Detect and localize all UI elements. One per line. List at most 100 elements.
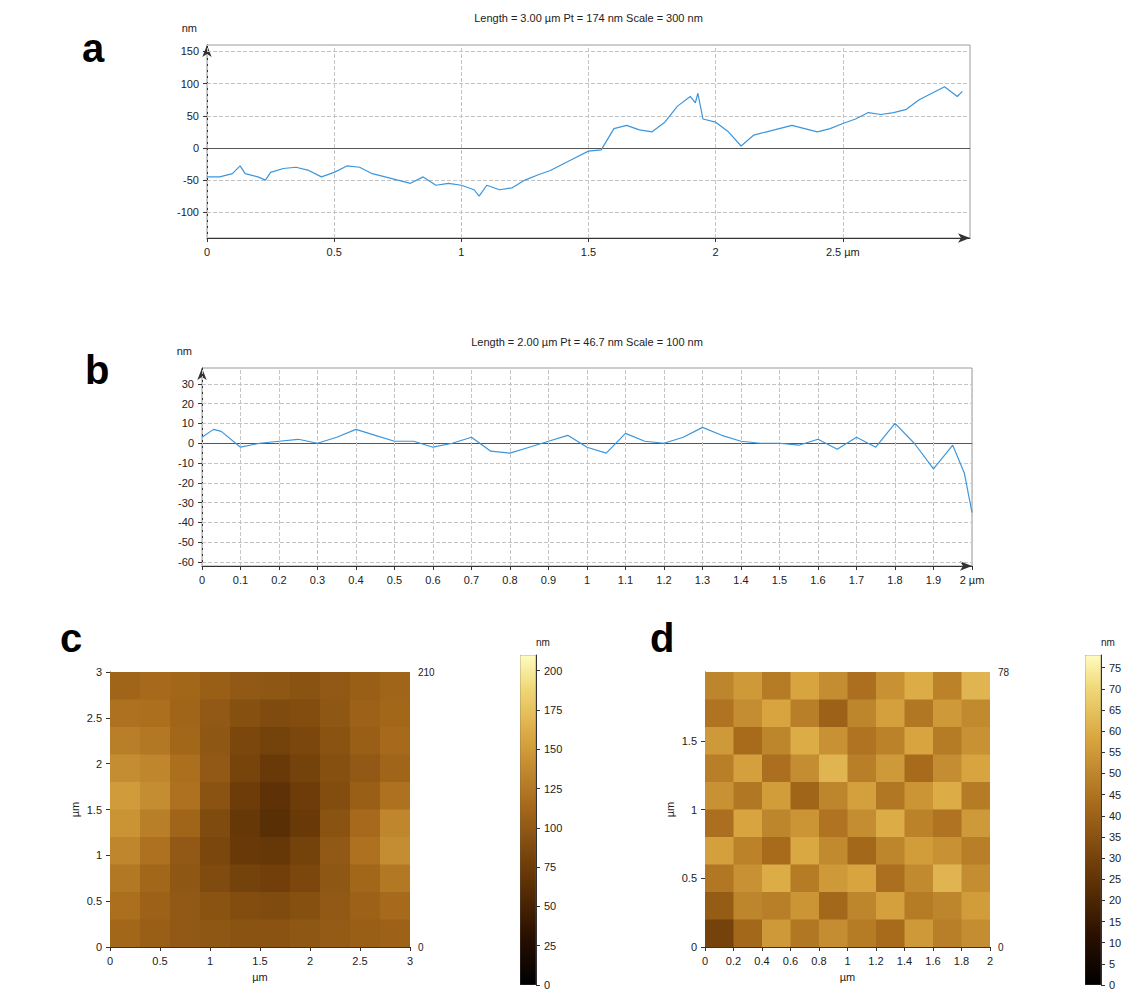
svg-text:2.5: 2.5 [352, 955, 367, 967]
svg-text:1.4: 1.4 [733, 574, 748, 586]
svg-text:-10: -10 [178, 457, 194, 469]
svg-text:50: 50 [187, 110, 199, 122]
svg-text:1: 1 [458, 246, 464, 258]
svg-text:65: 65 [1109, 704, 1121, 716]
svg-text:1.1: 1.1 [618, 574, 633, 586]
svg-text:210: 210 [418, 667, 435, 678]
svg-text:2 µm: 2 µm [960, 574, 985, 586]
svg-text:0.5: 0.5 [327, 246, 342, 258]
svg-text:-30: -30 [178, 497, 194, 509]
svg-text:0.4: 0.4 [754, 955, 769, 967]
svg-text:-50: -50 [178, 536, 194, 548]
svg-text:-60: -60 [178, 556, 194, 568]
svg-text:0.6: 0.6 [783, 955, 798, 967]
svg-text:1.8: 1.8 [887, 574, 902, 586]
svg-text:a: a [82, 26, 105, 70]
svg-text:70: 70 [1109, 683, 1121, 695]
svg-text:0: 0 [998, 942, 1004, 953]
svg-text:0.9: 0.9 [541, 574, 556, 586]
svg-text:0: 0 [702, 955, 708, 967]
svg-text:75: 75 [1109, 662, 1121, 674]
svg-text:0.5: 0.5 [152, 955, 167, 967]
svg-text:1.7: 1.7 [849, 574, 864, 586]
svg-text:-40: -40 [178, 516, 194, 528]
svg-text:60: 60 [1109, 725, 1121, 737]
svg-text:0.8: 0.8 [811, 955, 826, 967]
svg-text:10: 10 [1109, 937, 1121, 949]
svg-text:100: 100 [544, 822, 562, 834]
svg-text:nm: nm [182, 22, 197, 34]
svg-text:0: 0 [544, 979, 550, 991]
svg-text:-100: -100 [177, 206, 199, 218]
svg-text:0.5: 0.5 [682, 872, 697, 884]
svg-text:Length = 2.00 µm Pt = 46.7 nm: Length = 2.00 µm Pt = 46.7 nm Scale = 10… [471, 336, 703, 348]
svg-text:1.9: 1.9 [926, 574, 941, 586]
svg-text:1: 1 [691, 804, 697, 816]
svg-text:15: 15 [1109, 916, 1121, 928]
svg-text:2: 2 [987, 955, 993, 967]
svg-text:µm: µm [840, 971, 856, 983]
svg-text:0.4: 0.4 [348, 574, 363, 586]
svg-text:1.8: 1.8 [954, 955, 969, 967]
svg-text:30: 30 [182, 378, 194, 390]
svg-text:1.5: 1.5 [87, 804, 102, 816]
svg-text:150: 150 [544, 743, 562, 755]
svg-text:5: 5 [1109, 958, 1115, 970]
svg-text:0: 0 [204, 246, 210, 258]
svg-text:1: 1 [96, 849, 102, 861]
svg-text:1: 1 [844, 955, 850, 967]
svg-text:0.1: 0.1 [233, 574, 248, 586]
svg-text:1.2: 1.2 [656, 574, 671, 586]
svg-text:0: 0 [193, 142, 199, 154]
svg-text:2: 2 [96, 758, 102, 770]
svg-text:1.4: 1.4 [897, 955, 912, 967]
svg-text:40: 40 [1109, 810, 1121, 822]
svg-text:0: 0 [1109, 979, 1115, 991]
svg-text:0.5: 0.5 [87, 895, 102, 907]
svg-text:b: b [85, 348, 109, 392]
svg-text:125: 125 [544, 783, 562, 795]
svg-text:1.5: 1.5 [682, 735, 697, 747]
svg-text:0.7: 0.7 [464, 574, 479, 586]
svg-text:3: 3 [96, 666, 102, 678]
svg-text:0.2: 0.2 [726, 955, 741, 967]
svg-text:0.3: 0.3 [310, 574, 325, 586]
svg-text:75: 75 [544, 861, 556, 873]
svg-text:100: 100 [181, 78, 199, 90]
svg-text:1.6: 1.6 [925, 955, 940, 967]
svg-text:0: 0 [418, 942, 424, 953]
svg-text:-20: -20 [178, 477, 194, 489]
svg-text:2.5: 2.5 [87, 712, 102, 724]
svg-text:1.5: 1.5 [581, 246, 596, 258]
svg-text:2.5 µm: 2.5 µm [826, 246, 860, 258]
svg-text:1.5: 1.5 [252, 955, 267, 967]
svg-text:78: 78 [998, 667, 1010, 678]
svg-text:10: 10 [182, 417, 194, 429]
svg-text:0.2: 0.2 [271, 574, 286, 586]
svg-text:25: 25 [544, 940, 556, 952]
svg-text:45: 45 [1109, 789, 1121, 801]
svg-text:200: 200 [544, 665, 562, 677]
svg-text:µm: µm [664, 802, 676, 818]
svg-text:c: c [60, 616, 82, 660]
svg-text:25: 25 [1109, 873, 1121, 885]
svg-text:150: 150 [181, 45, 199, 57]
svg-text:0: 0 [107, 955, 113, 967]
svg-text:1: 1 [207, 955, 213, 967]
svg-text:30: 30 [1109, 852, 1121, 864]
svg-text:1.2: 1.2 [868, 955, 883, 967]
svg-text:0.8: 0.8 [502, 574, 517, 586]
svg-text:20: 20 [1109, 894, 1121, 906]
svg-text:3: 3 [407, 955, 413, 967]
svg-text:1: 1 [584, 574, 590, 586]
svg-text:-50: -50 [183, 174, 199, 186]
svg-text:35: 35 [1109, 831, 1121, 843]
svg-text:0.6: 0.6 [425, 574, 440, 586]
svg-text:1.3: 1.3 [695, 574, 710, 586]
svg-text:0: 0 [96, 941, 102, 953]
svg-text:1.6: 1.6 [810, 574, 825, 586]
svg-text:nm: nm [536, 637, 550, 648]
svg-text:0: 0 [691, 941, 697, 953]
svg-text:nm: nm [1101, 637, 1115, 648]
svg-text:55: 55 [1109, 746, 1121, 758]
